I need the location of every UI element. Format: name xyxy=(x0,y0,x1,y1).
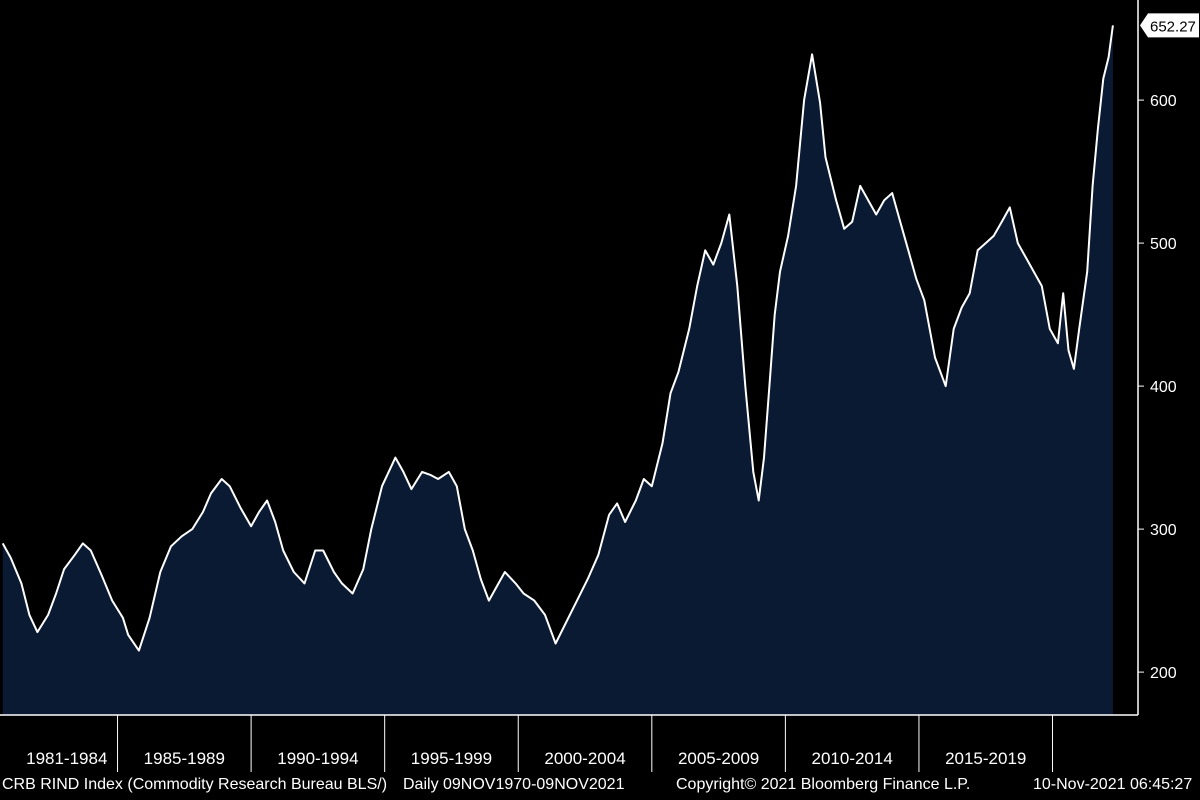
x-period-label: 1995-1999 xyxy=(411,749,492,768)
y-tick-label: 400 xyxy=(1150,379,1177,396)
last-value-label: 652.27 xyxy=(1150,18,1196,35)
series-area xyxy=(2,25,1113,715)
last-value-badge: 652.27 xyxy=(1140,13,1199,38)
date-range: Daily 09NOV1970-09NOV2021 xyxy=(403,776,625,793)
x-axis: 1981-1984 1985-1989 1990-1994 1995-1999 2000… xyxy=(0,714,1138,772)
timestamp: 10-Nov-2021 06:45:27 xyxy=(1033,776,1193,793)
footer-bar: CRB RIND Index (Commodity Research Burea… xyxy=(0,772,1200,800)
x-period-label: 1990-1994 xyxy=(277,749,358,768)
y-tick-label: 200 xyxy=(1150,665,1177,682)
y-tick-label: 600 xyxy=(1150,93,1177,110)
series-line xyxy=(1,25,1114,652)
y-tick-label: 500 xyxy=(1150,236,1177,253)
chart-area: 200 300 400 500 600 652.27 1981-1984 1985-1989… xyxy=(0,0,1199,772)
y-axis: 200 300 400 500 600 652.27 xyxy=(1137,0,1199,715)
x-period-label: 2015-2019 xyxy=(945,749,1026,768)
x-period-label: 1981-1984 xyxy=(26,749,107,768)
x-period-label: 1985-1989 xyxy=(144,749,225,768)
y-tick-label: 300 xyxy=(1150,522,1177,539)
x-period-label: 2010-2014 xyxy=(812,749,893,768)
x-period-label: 2000-2004 xyxy=(544,749,625,768)
last-value-badge-bg xyxy=(1140,13,1199,38)
plot-region xyxy=(1,25,1114,715)
x-period-label: 2005-2009 xyxy=(678,749,759,768)
index-description: CRB RIND Index (Commodity Research Burea… xyxy=(2,776,388,793)
copyright-text: Copyright© 2021 Bloomberg Finance L.P. xyxy=(676,776,971,793)
